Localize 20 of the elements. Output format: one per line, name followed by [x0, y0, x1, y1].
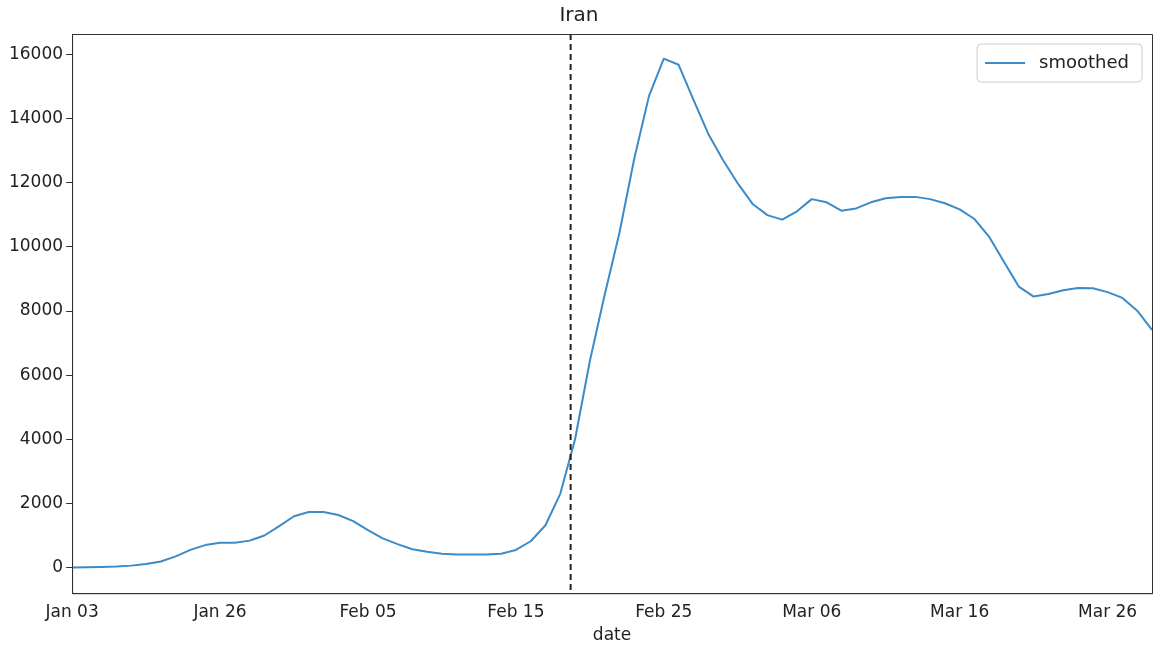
x-tick-label: Mar 16: [930, 600, 990, 621]
x-tick-label: Feb 05: [339, 600, 397, 621]
x-tick-label: Mar 06: [782, 600, 842, 621]
x-axis-title: date: [592, 624, 632, 645]
y-tick-label: 14000: [8, 107, 64, 128]
chart-title: Iran: [559, 2, 599, 27]
x-tick-label: Jan 03: [44, 600, 99, 621]
legend-label: smoothed: [1039, 50, 1129, 72]
y-tick-label: 16000: [8, 42, 64, 63]
y-tick-label: 10000: [8, 235, 64, 256]
x-tick-label: Mar 26: [1078, 600, 1138, 621]
y-tick-label: 0: [52, 555, 64, 576]
x-tick-label: Feb 25: [635, 600, 693, 621]
y-tick-label: 6000: [19, 363, 64, 384]
y-tick-label: 12000: [8, 171, 64, 192]
x-tick-label: Feb 15: [487, 600, 545, 621]
y-tick-label: 2000: [19, 491, 64, 512]
x-tick-label: Jan 26: [192, 600, 247, 621]
y-tick-label: 4000: [19, 427, 64, 448]
y-tick-label: 8000: [19, 299, 64, 320]
